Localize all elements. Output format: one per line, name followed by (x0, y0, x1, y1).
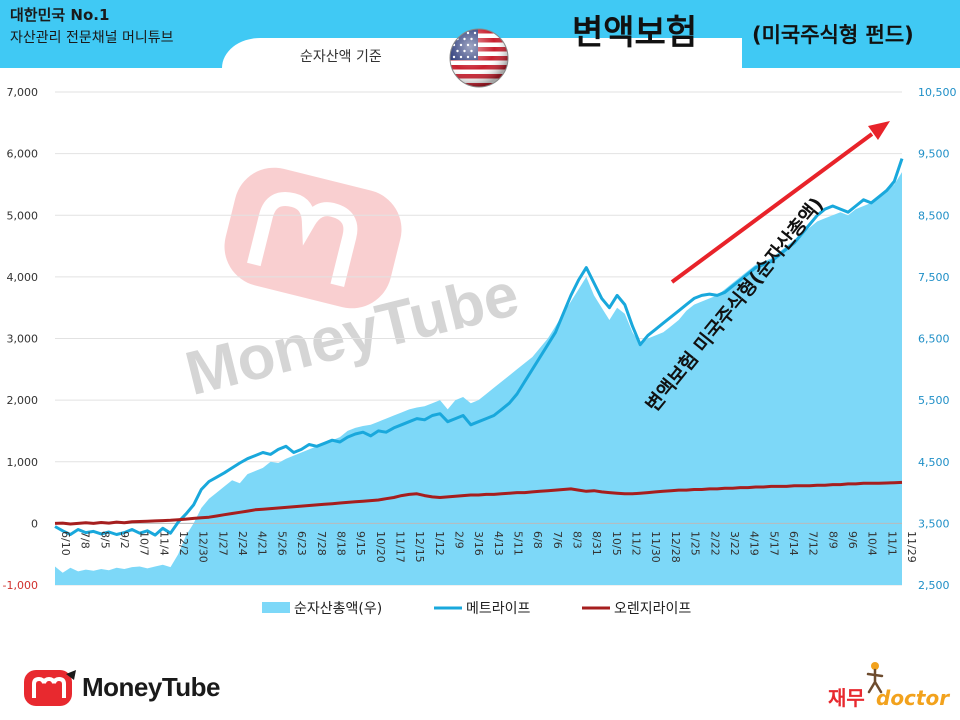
left-tick-label: 2,000 (7, 394, 39, 407)
right-tick-label: 4,500 (918, 456, 950, 469)
moneytube-logo-icon (24, 670, 76, 706)
x-tick-label: 11/2 (630, 531, 643, 556)
x-tick-label: 1/25 (689, 531, 702, 556)
x-tick-label: 10/7 (138, 531, 151, 556)
legend-label-area: 순자산총액(우) (294, 601, 382, 617)
footer-doctor-en: doctor (876, 686, 950, 710)
x-tick-label: 3/16 (472, 531, 485, 556)
footer-doctor-kr: 재무 (828, 686, 865, 710)
us-flag-icon (449, 28, 509, 88)
right-tick-label: 5,500 (918, 394, 950, 407)
right-tick-label: 6,500 (918, 333, 950, 346)
x-tick-label: 6/14 (787, 531, 800, 556)
right-tick-label: 3,500 (918, 517, 950, 530)
x-tick-label: 12/30 (197, 531, 210, 563)
left-tick-label: 6,000 (7, 148, 39, 161)
page-title-sub: (미국주식형 펀드) (752, 23, 914, 47)
series-line-orangelife (54, 480, 903, 526)
x-tick-label: 5/17 (767, 531, 780, 556)
trend-arrow-head (868, 121, 890, 140)
x-tick-label: 10/20 (374, 531, 387, 563)
x-tick-label: 12/2 (177, 531, 190, 556)
x-tick-label: 4/19 (748, 531, 761, 556)
right-tick-label: 9,500 (918, 148, 950, 161)
left-tick-label: 4,000 (7, 271, 39, 284)
x-tick-label: 1/12 (433, 531, 446, 556)
doctor-figure-icon (866, 662, 884, 694)
left-tick-label: 5,000 (7, 209, 39, 222)
page-title: 변액보험 (572, 13, 698, 53)
chart: MoneyTube -1,000 0 1,000 2,000 3,000 4,000 5,00… (3, 86, 957, 617)
x-tick-label: 11/30 (649, 531, 662, 563)
brand-line2: 자산관리 전문채널 머니튜브 (10, 30, 174, 46)
watermark-logo-shape (224, 167, 402, 309)
x-tick-label: 11/29 (905, 531, 918, 563)
series-area-total-assets (55, 172, 902, 585)
x-tick-label: 6/10 (59, 531, 72, 556)
x-tick-label: 7/12 (807, 531, 820, 556)
x-tick-label: 4/21 (256, 531, 269, 556)
right-tick-label: 2,500 (918, 579, 950, 592)
x-tick-label: 2/9 (452, 531, 465, 549)
x-tick-label: 7/6 (551, 531, 564, 549)
x-tick-label: 5/26 (275, 531, 288, 556)
x-tick-label: 11/17 (393, 531, 406, 563)
x-tick-label: 1/27 (216, 531, 229, 556)
x-tick-label: 8/9 (826, 531, 839, 549)
x-tick-label: 8/3 (571, 531, 584, 549)
x-tick-label: 9/6 (846, 531, 859, 549)
x-tick-label: 6/8 (531, 531, 544, 549)
x-tick-label: 2/24 (236, 531, 249, 556)
legend-label-metlife: 메트라이프 (466, 601, 531, 617)
left-tick-label: -1,000 (3, 579, 38, 592)
legend-label-orangelife: 오렌지라이프 (614, 601, 691, 617)
x-tick-label: 12/15 (413, 531, 426, 563)
x-tick-label: 6/23 (295, 531, 308, 556)
x-tick-label: 4/13 (492, 531, 505, 556)
right-tick-label: 7,500 (918, 271, 950, 284)
footer-logo-text: MoneyTube (82, 672, 221, 702)
right-tick-label: 8,500 (918, 209, 950, 222)
x-tick-label: 8/31 (590, 531, 603, 556)
x-tick-label: 12/28 (669, 531, 682, 563)
x-tick-label: 9/2 (118, 531, 131, 549)
x-tick-label: 7/28 (315, 531, 328, 556)
x-tick-label: 8/18 (334, 531, 347, 556)
chart-subtitle: 순자산액 기준 (300, 49, 382, 65)
chart-legend: 순자산총액(우) 메트라이프 오렌지라이프 (262, 601, 691, 617)
right-tick-label: 10,500 (918, 86, 957, 99)
left-tick-label: 1,000 (7, 456, 39, 469)
x-tick-label: 5/11 (512, 531, 525, 556)
watermark-logo-m (247, 192, 358, 287)
x-tick-label: 10/4 (866, 531, 879, 556)
legend-swatch-area (262, 602, 290, 613)
left-tick-label: 3,000 (7, 333, 39, 346)
brand-line1: 대한민국 No.1 (10, 6, 110, 24)
moneytube-watermark: MoneyTube (179, 167, 525, 409)
x-tick-label: 2/22 (708, 531, 721, 556)
x-tick-label: 3/22 (728, 531, 741, 556)
left-tick-label: 7,000 (7, 86, 39, 99)
x-tick-label: 11/4 (157, 531, 170, 556)
x-tick-label: 11/1 (885, 531, 898, 556)
x-tick-label: 7/8 (79, 531, 92, 549)
left-tick-label: 0 (31, 517, 38, 530)
trend-arrow-line (670, 132, 874, 284)
x-tick-label: 10/5 (610, 531, 623, 556)
x-tick-label: 8/5 (98, 531, 111, 549)
series-line-metlife (54, 158, 904, 537)
x-tick-label: 9/15 (354, 531, 367, 556)
